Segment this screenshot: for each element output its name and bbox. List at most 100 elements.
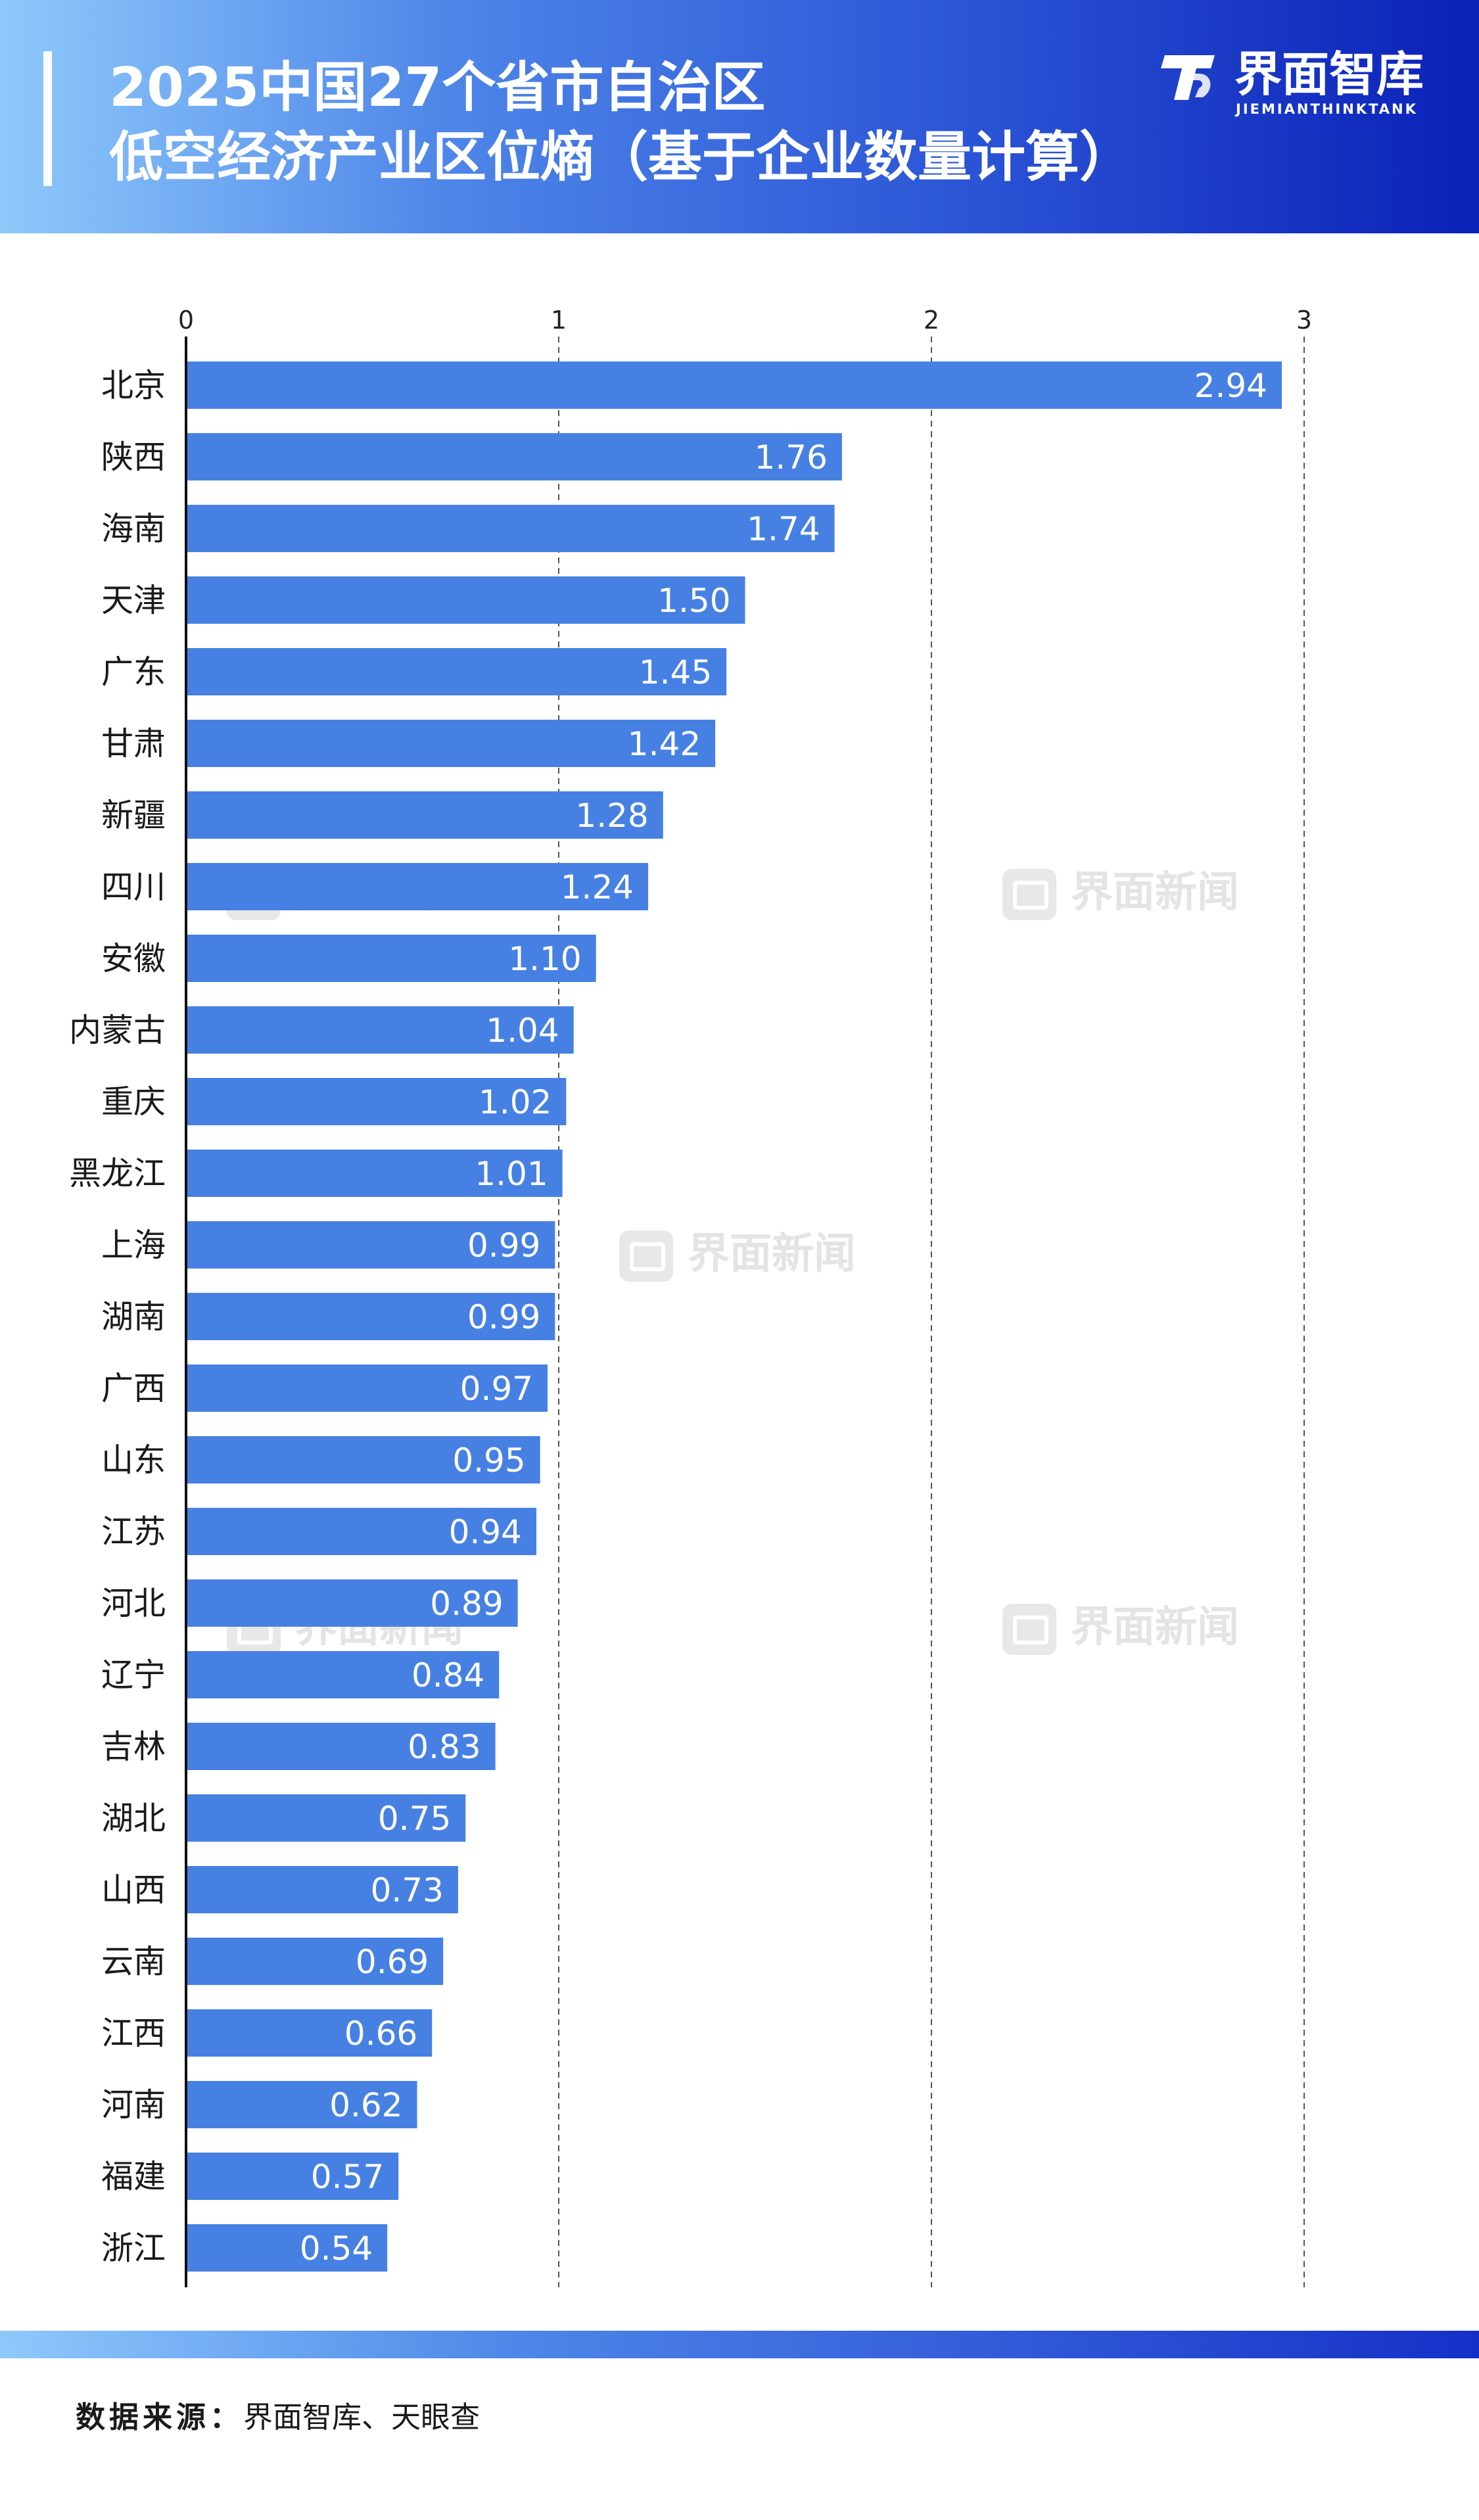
watermark-logo-icon	[1002, 1604, 1056, 1656]
watermark-logo-icon	[1002, 869, 1056, 921]
bar	[186, 1006, 574, 1054]
data-label: 1.24	[561, 868, 634, 906]
x-tick-label: 2	[924, 306, 939, 335]
bar-chart: 0 1 2 3 北京 2.94 陕西 1.76 海南 1.74 天津 1.50 广东 1.45 甘肃 1.42…	[69, 306, 1312, 2287]
bar	[186, 1078, 567, 1125]
data-label: 1.74	[747, 510, 820, 548]
data-label: 0.97	[460, 1370, 533, 1408]
data-label: 1.04	[486, 1012, 559, 1050]
data-label: 0.57	[311, 2158, 384, 2196]
data-label: 0.66	[344, 2015, 417, 2053]
brand-name: 界面智库	[1234, 47, 1424, 102]
data-label: 0.62	[329, 2086, 402, 2124]
bar	[186, 1723, 496, 1770]
bar	[186, 1866, 458, 1913]
category-label: 天津	[101, 582, 166, 619]
bar	[186, 2224, 388, 2272]
x-tick-label: 0	[178, 306, 194, 335]
bar	[186, 648, 727, 695]
bar	[186, 1508, 536, 1555]
bar	[186, 863, 649, 910]
category-label: 广西	[101, 1370, 166, 1407]
bar	[186, 1365, 548, 1412]
bar	[186, 1293, 555, 1340]
data-label: 1.01	[475, 1155, 548, 1193]
category-label: 吉林	[101, 1728, 166, 1765]
category-label: 湖南	[101, 1298, 166, 1336]
category-label: 江苏	[101, 1513, 166, 1551]
category-label: 云南	[101, 1943, 166, 1980]
category-label: 广东	[101, 653, 166, 691]
watermark: 界面新闻	[619, 1226, 856, 1282]
watermark-text: 界面新闻	[688, 1230, 856, 1278]
bar	[186, 1938, 444, 1985]
footer-divider	[0, 2331, 1479, 2358]
data-label: 1.42	[628, 725, 701, 763]
category-label: 陕西	[101, 438, 166, 476]
bar	[186, 2009, 433, 2057]
data-label: 0.54	[300, 2229, 373, 2268]
brand-mark-icon	[1161, 55, 1215, 100]
data-label: 0.83	[408, 1728, 481, 1766]
category-label: 内蒙古	[69, 1012, 166, 1049]
category-label: 辽宁	[101, 1656, 166, 1694]
watermark: 界面新闻	[1002, 1600, 1239, 1656]
category-label: 安徽	[101, 940, 166, 977]
data-source: 数据来源：界面智库、天眼查	[76, 2398, 480, 2437]
source-label: 数据来源：	[76, 2400, 244, 2435]
bar	[186, 1651, 500, 1698]
bar	[186, 1150, 563, 1197]
x-tick-label: 1	[551, 306, 567, 335]
data-label: 1.28	[575, 797, 648, 835]
category-label: 甘肃	[101, 725, 166, 762]
category-label: 重庆	[101, 1083, 166, 1121]
data-label: 1.02	[479, 1083, 552, 1121]
bar	[186, 1221, 555, 1269]
data-label: 1.76	[755, 438, 828, 477]
brand-logo: 界面智库 JIEMIANTHINKTANK	[1158, 47, 1441, 120]
category-label: 海南	[101, 510, 166, 548]
data-label: 0.89	[430, 1585, 503, 1623]
data-label: 0.73	[371, 1871, 444, 1909]
brand-subtitle: JIEMIANTHINKTANK	[1236, 101, 1418, 117]
bar	[186, 2081, 417, 2128]
watermark-logo-icon	[619, 1230, 673, 1282]
bar	[186, 1794, 466, 1842]
data-label: 1.45	[639, 653, 712, 691]
data-label: 1.50	[657, 582, 730, 620]
data-label: 0.94	[449, 1513, 522, 1551]
watermark-text: 界面新闻	[1071, 868, 1239, 917]
category-label: 江西	[101, 2015, 166, 2052]
category-label: 河北	[101, 1585, 166, 1622]
x-tick-label: 3	[1296, 306, 1312, 335]
watermark-text: 界面新闻	[1071, 1603, 1239, 1652]
category-label: 浙江	[101, 2229, 166, 2267]
bar	[186, 576, 745, 624]
category-label: 黑龙江	[69, 1155, 166, 1192]
data-label: 2.94	[1194, 367, 1267, 405]
category-label: 河南	[101, 2086, 166, 2124]
category-label: 新疆	[101, 797, 166, 834]
category-label: 湖北	[101, 1800, 166, 1837]
data-label: 1.10	[508, 940, 581, 978]
category-label: 上海	[101, 1226, 166, 1264]
header-banner: 2025中国27个省市自治区 低空经济产业区位熵（基于企业数量计算） 界面智库 …	[0, 0, 1479, 233]
title-accent-bar	[43, 51, 52, 186]
bar	[186, 720, 716, 767]
category-label: 山西	[101, 1871, 166, 1909]
category-label: 四川	[101, 868, 166, 906]
bar	[186, 1436, 540, 1483]
data-label: 0.99	[467, 1298, 540, 1336]
bar	[186, 791, 663, 839]
watermark: 界面新闻	[1002, 865, 1239, 921]
bar	[186, 362, 1282, 409]
bar	[186, 505, 835, 552]
data-label: 0.99	[467, 1226, 540, 1265]
bar	[186, 935, 596, 982]
category-label: 北京	[101, 367, 166, 404]
data-label: 0.69	[356, 1943, 429, 1981]
bar	[186, 2153, 399, 2200]
chart-title-line1: 2025中国27个省市自治区	[109, 57, 766, 119]
data-label: 0.95	[452, 1441, 525, 1480]
category-label: 山东	[101, 1441, 166, 1479]
